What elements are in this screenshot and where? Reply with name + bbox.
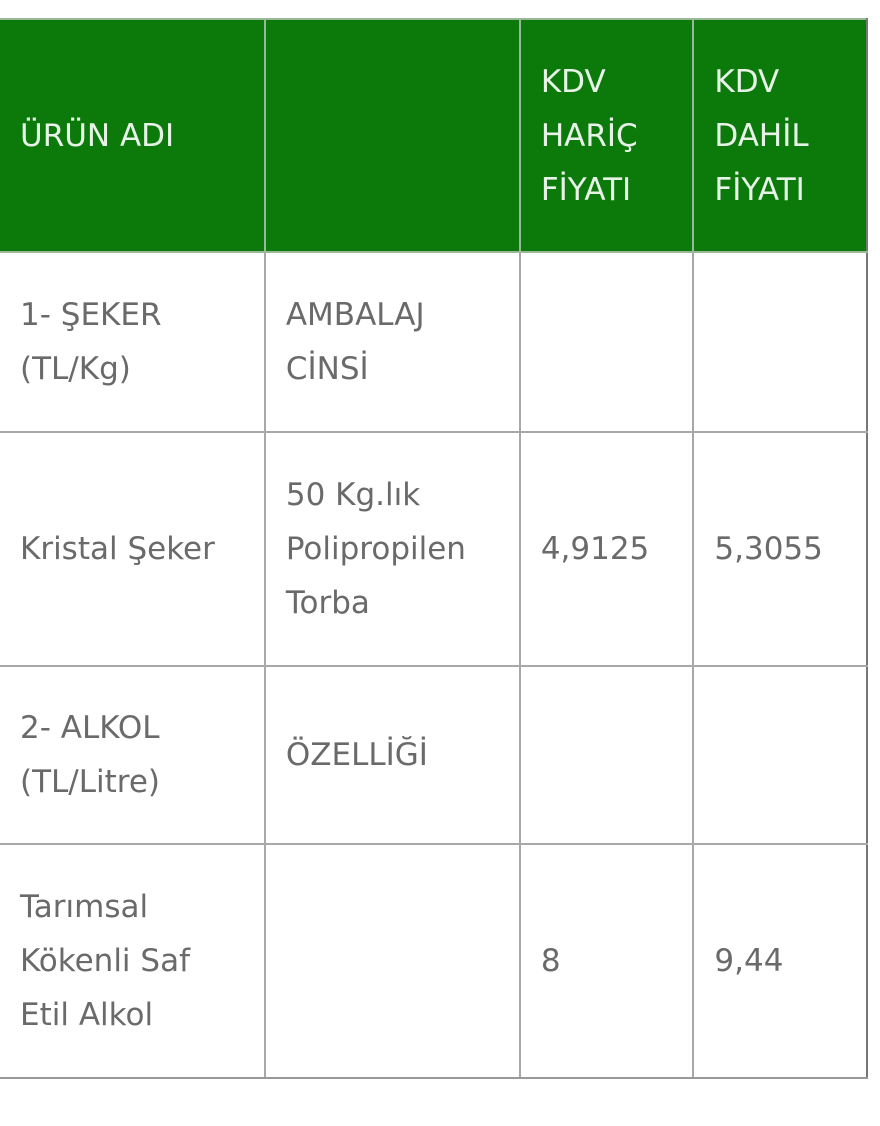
cell-detail [263,843,521,1079]
table-row: Tarımsal Kökenli Saf Etil Alkol 8 9,44 [0,843,868,1079]
cell-price-incl [692,251,868,433]
table-header: ÜRÜN ADI KDV HARİÇ FİYATI KDV DAHİL FİYA… [0,18,868,253]
cell-detail: ÖZELLİĞİ [263,665,521,845]
cell-product: Kristal Şeker [0,431,266,667]
cell-price-excl: 8 [518,843,695,1079]
table-row: 1- ŞEKER (TL/Kg) AMBALAJ CİNSİ [0,251,868,433]
cell-price-excl [518,665,695,845]
table-row: 2- ALKOL (TL/Litre) ÖZELLİĞİ [0,665,868,845]
cell-price-incl [692,665,868,845]
cell-product: 1- ŞEKER (TL/Kg) [0,251,266,433]
cell-product: Tarımsal Kökenli Saf Etil Alkol [0,843,266,1079]
cell-price-incl: 9,44 [692,843,868,1079]
cell-detail: 50 Kg.lık Polipropilen Torba [263,431,521,667]
table-row: Kristal Şeker 50 Kg.lık Polipropilen Tor… [0,431,868,667]
price-table: ÜRÜN ADI KDV HARİÇ FİYATI KDV DAHİL FİYA… [0,18,868,1079]
cell-price-excl: 4,9125 [518,431,695,667]
header-product-name: ÜRÜN ADI [0,18,266,253]
header-price-excl-vat: KDV HARİÇ FİYATI [518,18,695,253]
cell-detail: AMBALAJ CİNSİ [263,251,521,433]
cell-price-incl: 5,3055 [692,431,868,667]
header-price-incl-vat: KDV DAHİL FİYATI [692,18,868,253]
header-blank [263,18,521,253]
cell-price-excl [518,251,695,433]
cell-product: 2- ALKOL (TL/Litre) [0,665,266,845]
